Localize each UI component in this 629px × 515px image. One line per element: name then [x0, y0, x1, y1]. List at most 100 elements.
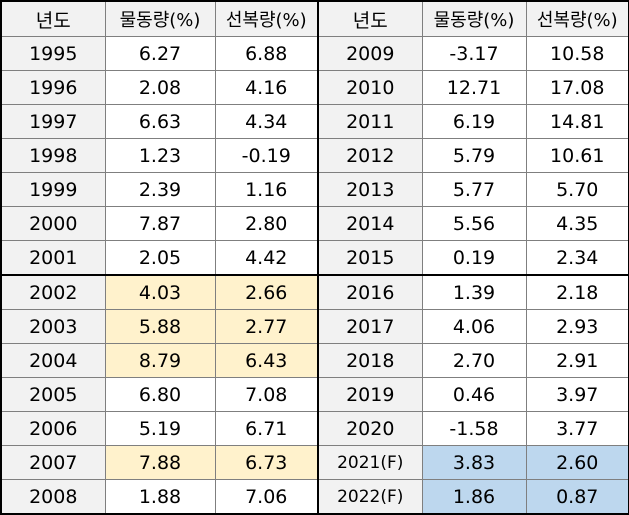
- year-cell: 2005: [0, 377, 106, 412]
- header-fleet-capacity-right: 선복량(%): [525, 0, 629, 37]
- fleet-capacity-cell: 3.77: [525, 411, 629, 446]
- cargo-volume-cell-highlighted: 7.88: [104, 445, 216, 480]
- cargo-volume-cell-highlighted: 8.79: [104, 343, 216, 378]
- cargo-volume-cell: 0.46: [421, 377, 527, 412]
- table-row: 1998 1.23 -0.19 2012 5.79 10.61: [0, 138, 629, 173]
- cargo-volume-cell-forecast: 1.86: [421, 479, 527, 515]
- cargo-volume-cell: 5.19: [104, 411, 216, 446]
- year-cell: 2008: [0, 479, 106, 515]
- header-cargo-volume-right: 물동량(%): [421, 0, 527, 37]
- header-year-right: 년도: [317, 0, 423, 37]
- table-row: 2002 4.03 2.66 2016 1.39 2.18: [0, 274, 629, 310]
- fleet-capacity-cell: 4.42: [214, 240, 319, 276]
- fleet-capacity-cell: 17.08: [525, 70, 629, 105]
- year-cell: 2011: [317, 104, 423, 139]
- table-row: 2003 5.88 2.77 2017 4.06 2.93: [0, 309, 629, 344]
- table-row: 1999 2.39 1.16 2013 5.77 5.70: [0, 172, 629, 207]
- year-cell-forecast: 2021(F): [317, 445, 423, 480]
- cargo-volume-cell: 5.56: [421, 206, 527, 241]
- table-row: 1997 6.63 4.34 2011 6.19 14.81: [0, 104, 629, 139]
- cargo-volume-cell: -1.58: [421, 411, 527, 446]
- cargo-volume-cell: 6.19: [421, 104, 527, 139]
- fleet-capacity-cell: 7.08: [214, 377, 319, 412]
- cargo-volume-cell: 6.27: [104, 36, 216, 71]
- header-cargo-volume-left: 물동량(%): [104, 0, 216, 37]
- year-cell: 2000: [0, 206, 106, 241]
- fleet-capacity-cell: 3.97: [525, 377, 629, 412]
- fleet-capacity-cell: 10.58: [525, 36, 629, 71]
- table-row: 1995 6.27 6.88 2009 -3.17 10.58: [0, 36, 629, 71]
- year-cell: 2014: [317, 206, 423, 241]
- year-cell: 1997: [0, 104, 106, 139]
- fleet-capacity-cell: 2.93: [525, 309, 629, 344]
- cargo-volume-cell: 7.87: [104, 206, 216, 241]
- year-cell: 2004: [0, 343, 106, 378]
- table-row: 2007 7.88 6.73 2021(F) 3.83 2.60: [0, 445, 629, 480]
- fleet-capacity-cell-highlighted: 6.43: [214, 343, 319, 378]
- year-cell: 2012: [317, 138, 423, 173]
- cargo-volume-cell: 1.39: [421, 274, 527, 310]
- fleet-capacity-cell: 4.16: [214, 70, 319, 105]
- fleet-capacity-cell: 4.34: [214, 104, 319, 139]
- table-row: 2006 5.19 6.71 2020 -1.58 3.77: [0, 411, 629, 446]
- cargo-volume-cell: 6.63: [104, 104, 216, 139]
- cargo-volume-cell: 2.70: [421, 343, 527, 378]
- fleet-capacity-cell-highlighted: 2.77: [214, 309, 319, 344]
- fleet-capacity-cell: 14.81: [525, 104, 629, 139]
- fleet-capacity-cell-forecast: 2.60: [525, 445, 629, 480]
- cargo-volume-cell-forecast: 3.83: [421, 445, 527, 480]
- year-cell: 2017: [317, 309, 423, 344]
- year-cell: 2016: [317, 274, 423, 310]
- year-cell: 2015: [317, 240, 423, 276]
- fleet-capacity-cell: 10.61: [525, 138, 629, 173]
- year-cell: 2007: [0, 445, 106, 480]
- year-cell: 1996: [0, 70, 106, 105]
- cargo-volume-cell: 6.80: [104, 377, 216, 412]
- fleet-capacity-cell: 5.70: [525, 172, 629, 207]
- fleet-capacity-cell: 1.16: [214, 172, 319, 207]
- fleet-capacity-cell-forecast: 0.87: [525, 479, 629, 515]
- year-cell-forecast: 2022(F): [317, 479, 423, 515]
- cargo-volume-cell: 2.05: [104, 240, 216, 276]
- fleet-capacity-cell-highlighted: 2.66: [214, 274, 319, 310]
- year-cell: 2018: [317, 343, 423, 378]
- cargo-volume-cell: 0.19: [421, 240, 527, 276]
- year-cell: 2002: [0, 274, 106, 310]
- cargo-volume-cell: 12.71: [421, 70, 527, 105]
- header-fleet-capacity-left: 선복량(%): [214, 0, 319, 37]
- table-row: 2008 1.88 7.06 2022(F) 1.86 0.87: [0, 479, 629, 515]
- cargo-volume-cell-highlighted: 4.03: [104, 274, 216, 310]
- year-cell: 2006: [0, 411, 106, 446]
- year-cell: 2010: [317, 70, 423, 105]
- table-row: 2000 7.87 2.80 2014 5.56 4.35: [0, 206, 629, 241]
- year-cell: 1999: [0, 172, 106, 207]
- year-cell: 2009: [317, 36, 423, 71]
- fleet-capacity-cell: 2.80: [214, 206, 319, 241]
- table-row: 2004 8.79 6.43 2018 2.70 2.91: [0, 343, 629, 378]
- year-cell: 2001: [0, 240, 106, 276]
- cargo-volume-cell: 1.23: [104, 138, 216, 173]
- header-year-left: 년도: [0, 0, 106, 37]
- year-cell: 2003: [0, 309, 106, 344]
- fleet-capacity-cell: 7.06: [214, 479, 319, 515]
- header-row: 년도 물동량(%) 선복량(%) 년도 물동량(%) 선복량(%): [0, 0, 629, 37]
- table-row: 1996 2.08 4.16 2010 12.71 17.08: [0, 70, 629, 105]
- year-cell: 2019: [317, 377, 423, 412]
- cargo-volume-cell: 1.88: [104, 479, 216, 515]
- cargo-volume-cell: 2.39: [104, 172, 216, 207]
- fleet-capacity-cell: 6.88: [214, 36, 319, 71]
- cargo-volume-cell: 5.77: [421, 172, 527, 207]
- fleet-capacity-cell: -0.19: [214, 138, 319, 173]
- cargo-volume-cell: 2.08: [104, 70, 216, 105]
- fleet-capacity-cell: 4.35: [525, 206, 629, 241]
- year-cell: 1995: [0, 36, 106, 71]
- cargo-volume-cell: -3.17: [421, 36, 527, 71]
- year-cell: 2020: [317, 411, 423, 446]
- fleet-capacity-cell: 2.34: [525, 240, 629, 276]
- fleet-capacity-cell: 2.91: [525, 343, 629, 378]
- year-cell: 2013: [317, 172, 423, 207]
- fleet-capacity-cell-highlighted: 6.73: [214, 445, 319, 480]
- table-row: 2005 6.80 7.08 2019 0.46 3.97: [0, 377, 629, 412]
- cargo-volume-cell: 5.79: [421, 138, 527, 173]
